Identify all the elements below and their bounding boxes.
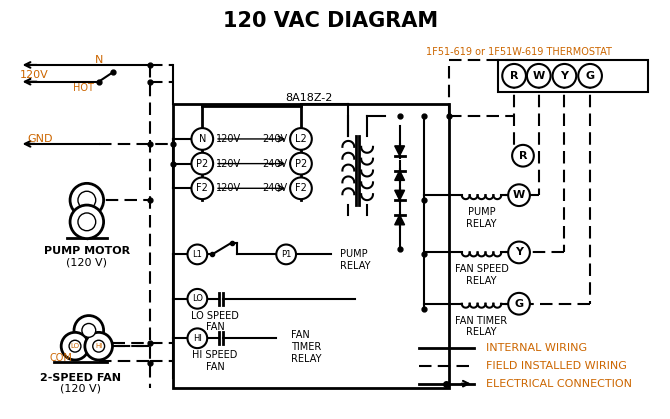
Circle shape xyxy=(74,316,104,345)
Polygon shape xyxy=(395,171,405,181)
Circle shape xyxy=(290,153,312,174)
Circle shape xyxy=(188,328,207,348)
Text: P2: P2 xyxy=(196,159,208,168)
Circle shape xyxy=(70,184,104,217)
Bar xyxy=(498,60,649,92)
Text: 120V: 120V xyxy=(216,183,241,193)
Text: PUMP
RELAY: PUMP RELAY xyxy=(340,249,371,271)
Text: 120V: 120V xyxy=(19,70,48,80)
Text: 240V: 240V xyxy=(262,183,287,193)
Text: COM: COM xyxy=(50,353,72,363)
Text: HI: HI xyxy=(95,343,103,349)
Text: P1: P1 xyxy=(281,250,291,259)
Text: HI: HI xyxy=(193,334,202,343)
Text: 240V: 240V xyxy=(262,134,287,144)
Circle shape xyxy=(78,213,96,231)
Text: PUMP
RELAY: PUMP RELAY xyxy=(466,207,496,229)
Text: LO: LO xyxy=(70,343,80,349)
Text: F2: F2 xyxy=(295,183,307,193)
Circle shape xyxy=(192,153,213,174)
Text: Y: Y xyxy=(560,71,568,81)
Text: FAN TIMER
RELAY: FAN TIMER RELAY xyxy=(456,316,508,337)
Circle shape xyxy=(70,205,104,238)
Circle shape xyxy=(92,340,105,352)
Circle shape xyxy=(578,64,602,88)
Text: W: W xyxy=(533,71,545,81)
Circle shape xyxy=(512,145,534,167)
Text: INTERNAL WIRING: INTERNAL WIRING xyxy=(478,343,587,353)
Text: G: G xyxy=(586,71,595,81)
Text: 1F51-619 or 1F51W-619 THERMOSTAT: 1F51-619 or 1F51W-619 THERMOSTAT xyxy=(426,47,612,57)
Circle shape xyxy=(85,332,113,360)
Text: W: W xyxy=(513,190,525,200)
Polygon shape xyxy=(395,215,405,225)
Text: FIELD INSTALLED WIRING: FIELD INSTALLED WIRING xyxy=(478,361,626,371)
Circle shape xyxy=(188,289,207,309)
Circle shape xyxy=(527,64,551,88)
Circle shape xyxy=(276,245,296,264)
Circle shape xyxy=(192,128,213,150)
Circle shape xyxy=(508,184,530,206)
Text: L2: L2 xyxy=(295,134,307,144)
Circle shape xyxy=(290,177,312,199)
Text: 8A18Z-2: 8A18Z-2 xyxy=(285,93,332,103)
Circle shape xyxy=(290,128,312,150)
Text: 2-SPEED FAN: 2-SPEED FAN xyxy=(40,373,121,383)
Text: N: N xyxy=(198,134,206,144)
Circle shape xyxy=(192,177,213,199)
Text: N: N xyxy=(94,55,103,65)
Circle shape xyxy=(188,245,207,264)
Text: 240V: 240V xyxy=(262,159,287,168)
Text: P2: P2 xyxy=(295,159,307,168)
Text: HI SPEED
FAN: HI SPEED FAN xyxy=(192,350,238,372)
Text: HOT: HOT xyxy=(74,83,94,93)
Text: ELECTRICAL CONNECTION: ELECTRICAL CONNECTION xyxy=(478,379,632,389)
Text: LO SPEED
FAN: LO SPEED FAN xyxy=(191,310,239,332)
Text: (120 V): (120 V) xyxy=(60,384,101,393)
Text: L1: L1 xyxy=(192,250,202,259)
Circle shape xyxy=(502,64,526,88)
Text: FAN SPEED
RELAY: FAN SPEED RELAY xyxy=(455,264,509,286)
Text: GND: GND xyxy=(27,134,53,144)
Circle shape xyxy=(553,64,576,88)
Text: Y: Y xyxy=(515,248,523,257)
Text: F2: F2 xyxy=(196,183,208,193)
Text: R: R xyxy=(510,71,519,81)
Text: (120 V): (120 V) xyxy=(66,257,107,267)
Bar xyxy=(173,104,449,388)
Text: LO: LO xyxy=(192,294,203,303)
Circle shape xyxy=(61,332,89,360)
Text: G: G xyxy=(515,299,523,309)
Circle shape xyxy=(78,191,96,209)
Text: R: R xyxy=(519,151,527,161)
Circle shape xyxy=(508,242,530,263)
Text: 120V: 120V xyxy=(216,159,241,168)
Text: PUMP MOTOR: PUMP MOTOR xyxy=(44,246,130,256)
Circle shape xyxy=(69,340,81,352)
Circle shape xyxy=(508,293,530,315)
Polygon shape xyxy=(395,146,405,156)
Polygon shape xyxy=(395,190,405,200)
Text: 120V: 120V xyxy=(216,134,241,144)
Text: 120 VAC DIAGRAM: 120 VAC DIAGRAM xyxy=(223,10,438,31)
Text: FAN
TIMER
RELAY: FAN TIMER RELAY xyxy=(291,330,322,364)
Circle shape xyxy=(82,323,96,337)
